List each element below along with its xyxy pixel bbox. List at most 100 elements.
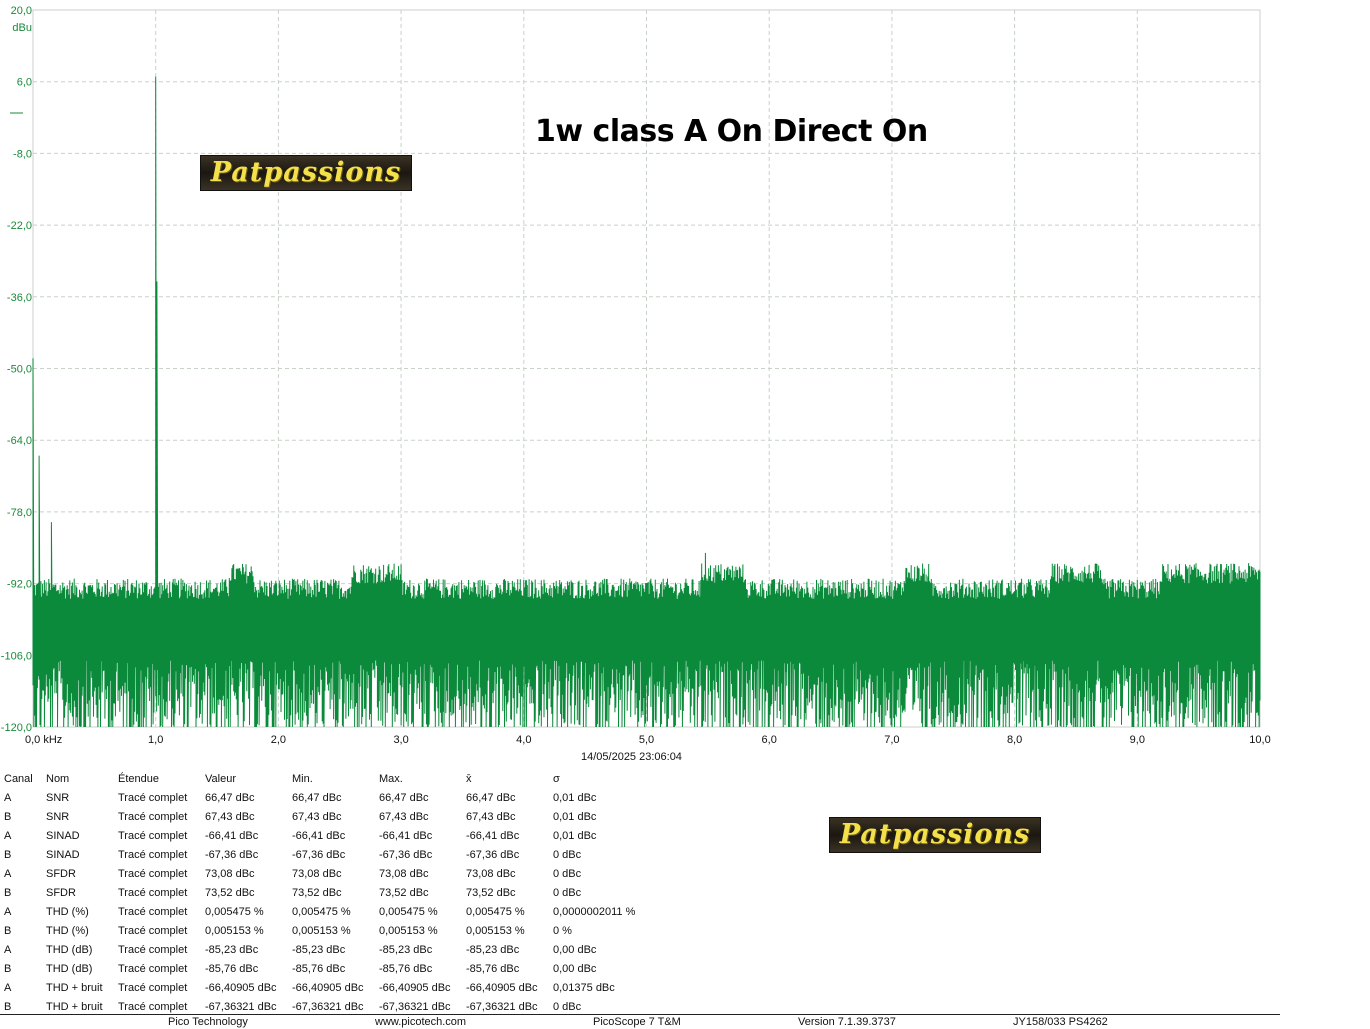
spectrum-trace-line: [32, 76, 1261, 728]
measurement-cell: SNR: [46, 791, 70, 804]
footer-product: PicoScope 7 T&M: [593, 1016, 681, 1028]
measurement-cell: -67,36321 dBc: [292, 1000, 364, 1013]
measurement-cell: 0 dBc: [553, 867, 582, 880]
y-tick-label: -22,0: [7, 220, 32, 232]
chart-title: 1w class A On Direct On: [535, 114, 928, 149]
measurement-cell: 67,43 dBc: [205, 810, 255, 823]
measurement-cell: THD + bruit: [46, 1000, 103, 1013]
measurement-cell: A: [4, 791, 12, 804]
measurement-row: B SFDR Tracé complet 73,52 dBc 73,52 dBc 73,5…: [4, 883, 673, 902]
measurement-cell: 66,47 dBc: [379, 791, 429, 804]
measurement-row: B THD (dB) Tracé complet -85,76 dBc -85,76 d…: [4, 959, 673, 978]
measurement-cell: -66,41 dBc: [379, 829, 433, 842]
y-tick-label: -8,0: [13, 148, 32, 160]
measurement-cell: -85,23 dBc: [379, 943, 433, 956]
measurement-cell: 0,01 dBc: [553, 810, 597, 823]
measurement-cell: 0,01375 dBc: [553, 981, 615, 994]
measurement-cell: 0,005475 %: [292, 905, 351, 918]
measurements-header-row: Canal Nom Étendue Valeur Min. Max. x̄ σ: [4, 769, 673, 788]
measurement-cell: 0,005153 %: [292, 924, 351, 937]
measurement-cell: Tracé complet: [118, 810, 188, 823]
y-tick-label: -50,0: [7, 364, 32, 376]
watermark-text: Patpassions: [210, 157, 402, 188]
measurements-header-cell: σ: [553, 772, 560, 785]
measurement-cell: B: [4, 886, 12, 899]
watermark-logo: Patpassions: [200, 155, 412, 191]
y-tick-label: 20,0: [11, 5, 32, 17]
y-tick-label: -78,0: [7, 507, 32, 519]
measurement-cell: Tracé complet: [118, 943, 188, 956]
footer-website[interactable]: www.picotech.com: [375, 1016, 467, 1028]
measurement-cell: 0,005475 %: [379, 905, 438, 918]
measurement-cell: -66,40905 dBc: [205, 981, 277, 994]
measurement-cell: B: [4, 848, 12, 861]
measurement-cell: 73,08 dBc: [292, 867, 342, 880]
measurement-cell: 0 %: [553, 924, 572, 937]
measurements-table: Canal Nom Étendue Valeur Min. Max. x̄ σ A SNR Tra…: [4, 769, 673, 1016]
measurement-cell: Tracé complet: [118, 962, 188, 975]
measurement-cell: 0,005153 %: [466, 924, 525, 937]
measurement-cell: THD (dB): [46, 943, 93, 956]
measurement-cell: -85,76 dBc: [379, 962, 433, 975]
measurement-row: B SINAD Tracé complet -67,36 dBc -67,36 dBc -…: [4, 845, 673, 864]
measurement-cell: 0,005475 %: [466, 905, 525, 918]
measurement-cell: -85,76 dBc: [466, 962, 520, 975]
measurement-row: A THD (%) Tracé complet 0,005475 % 0,005475 …: [4, 902, 673, 921]
measurements-header-cell: Étendue: [118, 772, 159, 785]
measurement-cell: -85,23 dBc: [466, 943, 520, 956]
y-tick-label: -64,0: [7, 435, 32, 447]
spectrum-chart: 20,0 6,0 -8,0 -22,0 -36,0 -50,0 -64,0 -78,0 -92,…: [1, 5, 1271, 746]
measurement-cell: THD + bruit: [46, 981, 103, 994]
footer-divider: [0, 1014, 1280, 1015]
measurement-cell: 0,0000002011 %: [553, 905, 636, 918]
measurement-cell: 0,005153 %: [379, 924, 438, 937]
measurement-cell: -67,36321 dBc: [466, 1000, 538, 1013]
measurement-cell: -67,36321 dBc: [379, 1000, 451, 1013]
measurement-cell: -67,36321 dBc: [205, 1000, 277, 1013]
measurement-cell: 67,43 dBc: [292, 810, 342, 823]
measurements-header-cell: Valeur: [205, 772, 236, 785]
measurement-cell: 73,08 dBc: [379, 867, 429, 880]
measurement-row: A SFDR Tracé complet 73,08 dBc 73,08 dBc 73,0…: [4, 864, 673, 883]
measurement-row: B THD (%) Tracé complet 0,005153 % 0,005153 …: [4, 921, 673, 940]
measurement-row: B SNR Tracé complet 67,43 dBc 67,43 dBc 67,43…: [4, 807, 673, 826]
capture-timestamp: 14/05/2025 23:06:04: [581, 751, 682, 763]
x-tick-label: 8,0: [1007, 734, 1022, 746]
measurement-row: A THD (dB) Tracé complet -85,23 dBc -85,23 d…: [4, 940, 673, 959]
measurement-row: A SNR Tracé complet 66,47 dBc 66,47 dBc 66,47…: [4, 788, 673, 807]
measurement-cell: -67,36 dBc: [205, 848, 259, 861]
measurement-cell: -66,40905 dBc: [466, 981, 538, 994]
measurement-cell: 73,08 dBc: [205, 867, 255, 880]
y-tick-label: -36,0: [7, 292, 32, 304]
measurement-cell: 73,52 dBc: [466, 886, 516, 899]
measurement-cell: -85,76 dBc: [292, 962, 346, 975]
measurement-cell: 0,01 dBc: [553, 829, 597, 842]
measurement-cell: SFDR: [46, 867, 76, 880]
x-tick-label: 10,0: [1249, 734, 1270, 746]
measurement-cell: 67,43 dBc: [466, 810, 516, 823]
measurement-cell: -66,41 dBc: [205, 829, 259, 842]
footer-version: Version 7.1.39.3737: [798, 1016, 896, 1028]
measurement-cell: SINAD: [46, 848, 80, 861]
x-tick-label: 6,0: [762, 734, 777, 746]
measurements-header-cell: Canal: [4, 772, 33, 785]
footer-company: Pico Technology: [168, 1016, 248, 1028]
measurement-cell: 0,005475 %: [205, 905, 264, 918]
measurement-cell: THD (dB): [46, 962, 93, 975]
x-axis-ticks: 0,0 kHz 1,0 2,0 3,0 4,0 5,0 6,0 7,0 8,0 9,0 10,0: [25, 734, 1271, 746]
measurement-cell: -66,40905 dBc: [292, 981, 364, 994]
measurement-cell: 66,47 dBc: [205, 791, 255, 804]
measurement-cell: Tracé complet: [118, 791, 188, 804]
measurement-cell: Tracé complet: [118, 867, 188, 880]
measurement-cell: 0,005153 %: [205, 924, 264, 937]
measurement-cell: Tracé complet: [118, 886, 188, 899]
measurement-cell: Tracé complet: [118, 829, 188, 842]
measurement-cell: THD (%): [46, 905, 89, 918]
y-tick-label: -106,0: [1, 650, 32, 662]
y-tick-label: -92,0: [7, 579, 32, 591]
measurement-cell: 0 dBc: [553, 1000, 582, 1013]
measurement-cell: -66,41 dBc: [466, 829, 520, 842]
measurement-cell: 73,08 dBc: [466, 867, 516, 880]
measurement-cell: -67,36 dBc: [379, 848, 433, 861]
x-tick-label: 4,0: [516, 734, 531, 746]
